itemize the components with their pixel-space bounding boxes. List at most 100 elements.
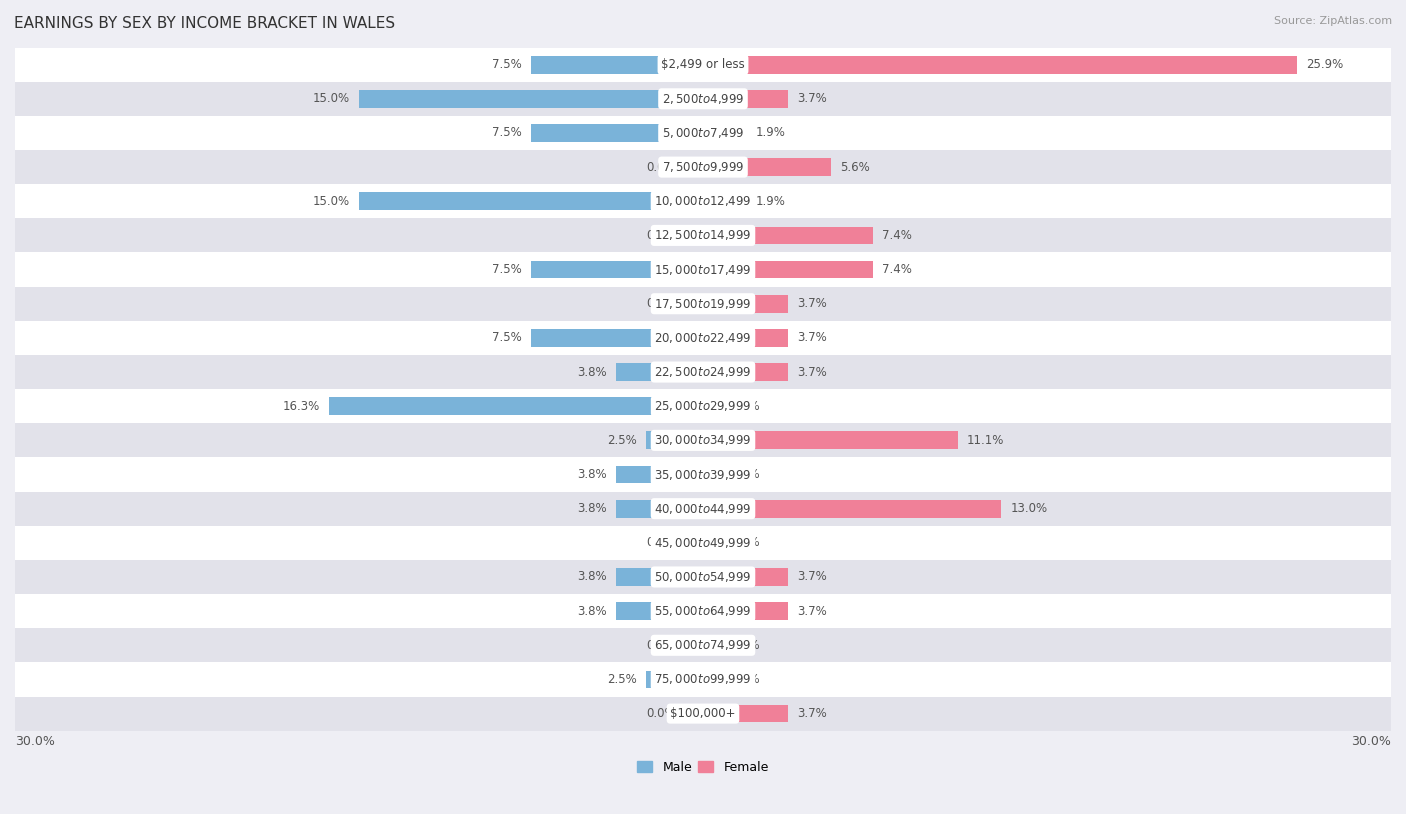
Bar (15, 697, 1391, 731)
Text: 0.0%: 0.0% (645, 229, 675, 242)
Bar (645, 671, 703, 689)
Text: EARNINGS BY SEX BY INCOME BRACKET IN WALES: EARNINGS BY SEX BY INCOME BRACKET IN WAL… (14, 16, 395, 31)
Bar (15, 423, 1391, 457)
Bar (703, 705, 787, 723)
Bar (703, 260, 873, 278)
Bar (685, 295, 703, 313)
Text: 3.7%: 3.7% (797, 331, 827, 344)
Bar (359, 90, 703, 107)
Bar (15, 457, 1391, 492)
Bar (703, 295, 787, 313)
Bar (685, 534, 703, 552)
Text: $2,499 or less: $2,499 or less (661, 58, 745, 71)
Text: 3.8%: 3.8% (576, 605, 606, 618)
Text: 13.0%: 13.0% (1011, 502, 1047, 515)
Text: 3.7%: 3.7% (797, 605, 827, 618)
Bar (15, 150, 1391, 184)
Bar (15, 184, 1391, 218)
Text: 1.9%: 1.9% (756, 126, 786, 139)
Text: 25.9%: 25.9% (1306, 58, 1343, 71)
Bar (616, 568, 703, 586)
Bar (685, 705, 703, 723)
Bar (531, 124, 703, 142)
Text: $17,500 to $19,999: $17,500 to $19,999 (654, 297, 752, 311)
Text: $7,500 to $9,999: $7,500 to $9,999 (662, 160, 744, 174)
Text: 3.8%: 3.8% (576, 571, 606, 584)
Bar (15, 47, 1391, 81)
Bar (15, 594, 1391, 628)
Bar (703, 192, 747, 210)
Text: 0.0%: 0.0% (731, 536, 761, 549)
Bar (645, 431, 703, 449)
Text: $35,000 to $39,999: $35,000 to $39,999 (654, 467, 752, 482)
Text: 0.0%: 0.0% (731, 639, 761, 652)
Bar (616, 602, 703, 620)
Text: 2.5%: 2.5% (607, 673, 637, 686)
Bar (703, 637, 721, 654)
Text: 7.4%: 7.4% (882, 263, 911, 276)
Text: 7.5%: 7.5% (492, 331, 522, 344)
Bar (15, 81, 1391, 116)
Text: $55,000 to $64,999: $55,000 to $64,999 (654, 604, 752, 618)
Bar (15, 116, 1391, 150)
Bar (15, 663, 1391, 697)
Text: 7.5%: 7.5% (492, 58, 522, 71)
Bar (531, 329, 703, 347)
Legend: Male, Female: Male, Female (633, 756, 773, 779)
Bar (15, 628, 1391, 663)
Text: 3.8%: 3.8% (576, 365, 606, 379)
Text: $75,000 to $99,999: $75,000 to $99,999 (654, 672, 752, 686)
Text: $12,500 to $14,999: $12,500 to $14,999 (654, 229, 752, 243)
Text: 3.7%: 3.7% (797, 571, 827, 584)
Bar (15, 287, 1391, 321)
Text: $25,000 to $29,999: $25,000 to $29,999 (654, 399, 752, 414)
Text: $40,000 to $44,999: $40,000 to $44,999 (654, 501, 752, 516)
Bar (531, 55, 703, 73)
Bar (685, 637, 703, 654)
Bar (616, 363, 703, 381)
Bar (15, 389, 1391, 423)
Text: 3.7%: 3.7% (797, 707, 827, 720)
Text: 30.0%: 30.0% (15, 735, 55, 748)
Bar (685, 158, 703, 176)
Text: 3.8%: 3.8% (576, 468, 606, 481)
Text: 5.6%: 5.6% (841, 160, 870, 173)
Bar (685, 226, 703, 244)
Text: 1.9%: 1.9% (756, 195, 786, 208)
Bar (15, 252, 1391, 287)
Bar (15, 321, 1391, 355)
Bar (359, 192, 703, 210)
Text: 11.1%: 11.1% (967, 434, 1004, 447)
Text: $100,000+: $100,000+ (671, 707, 735, 720)
Text: 3.7%: 3.7% (797, 365, 827, 379)
Text: 15.0%: 15.0% (312, 195, 350, 208)
Text: 0.0%: 0.0% (645, 639, 675, 652)
Text: 0.0%: 0.0% (731, 468, 761, 481)
Text: $10,000 to $12,499: $10,000 to $12,499 (654, 195, 752, 208)
Bar (703, 363, 787, 381)
Text: 15.0%: 15.0% (312, 92, 350, 105)
Text: $50,000 to $54,999: $50,000 to $54,999 (654, 570, 752, 584)
Text: $65,000 to $74,999: $65,000 to $74,999 (654, 638, 752, 652)
Bar (15, 355, 1391, 389)
Bar (703, 55, 1296, 73)
Text: 7.4%: 7.4% (882, 229, 911, 242)
Text: 2.5%: 2.5% (607, 434, 637, 447)
Bar (703, 226, 873, 244)
Bar (616, 500, 703, 518)
Text: 0.0%: 0.0% (645, 160, 675, 173)
Bar (703, 329, 787, 347)
Bar (703, 602, 787, 620)
Text: 0.0%: 0.0% (645, 297, 675, 310)
Bar (15, 492, 1391, 526)
Text: $15,000 to $17,499: $15,000 to $17,499 (654, 263, 752, 277)
Text: 30.0%: 30.0% (1351, 735, 1391, 748)
Bar (703, 466, 721, 484)
Text: 7.5%: 7.5% (492, 263, 522, 276)
Text: 0.0%: 0.0% (731, 400, 761, 413)
Text: 16.3%: 16.3% (283, 400, 321, 413)
Text: 3.7%: 3.7% (797, 92, 827, 105)
Text: 3.7%: 3.7% (797, 297, 827, 310)
Text: 0.0%: 0.0% (645, 536, 675, 549)
Bar (703, 158, 831, 176)
